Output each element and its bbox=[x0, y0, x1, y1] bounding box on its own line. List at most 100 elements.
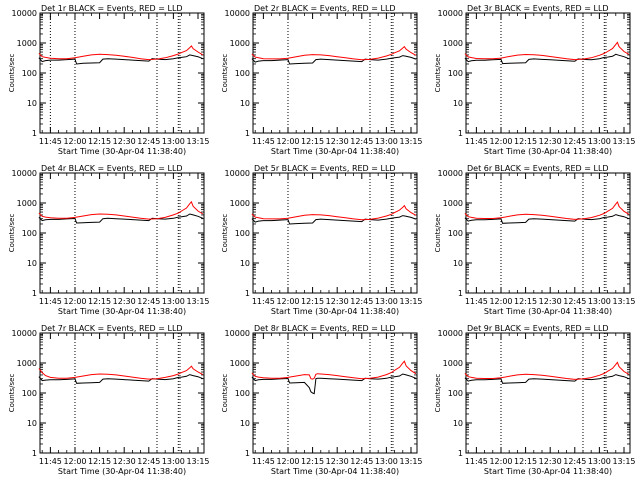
y-tick-label: 100 bbox=[448, 229, 463, 238]
series-line-lld bbox=[251, 45, 417, 61]
x-tick-label: 12:15 bbox=[514, 137, 537, 146]
y-tick-label: 1000 bbox=[17, 199, 37, 208]
chart-title: Det 6r BLACK = Events, RED = LLD bbox=[467, 164, 609, 173]
y-tick-label: 10 bbox=[240, 419, 250, 428]
x-tick-label: 12:00 bbox=[276, 297, 299, 306]
plot-frame bbox=[465, 332, 631, 454]
plot-frame bbox=[465, 12, 631, 134]
y-tick-label: 10 bbox=[27, 419, 37, 428]
x-axis-label: Start Time (30-Apr-04 11:38:40) bbox=[271, 147, 399, 156]
chart-title: Det 9r BLACK = Events, RED = LLD bbox=[467, 324, 609, 333]
y-tick-label: 100 bbox=[22, 229, 37, 238]
y-axis-label: Counts/sec bbox=[8, 214, 16, 253]
x-tick-label: 12:00 bbox=[63, 137, 86, 146]
y-tick-label: 10 bbox=[453, 419, 463, 428]
x-tick-label: 11:45 bbox=[39, 297, 62, 306]
series-line-lld bbox=[251, 360, 417, 380]
x-tick-label: 12:00 bbox=[276, 457, 299, 466]
x-tick-label: 13:00 bbox=[162, 457, 185, 466]
x-tick-label: 12:00 bbox=[489, 457, 512, 466]
chart-title: Det 8r BLACK = Events, RED = LLD bbox=[254, 324, 396, 333]
y-tick-label: 10 bbox=[240, 99, 250, 108]
x-axis-label: Start Time (30-Apr-04 11:38:40) bbox=[484, 307, 612, 316]
y-tick-label: 1000 bbox=[230, 359, 250, 368]
x-tick-label: 12:15 bbox=[514, 297, 537, 306]
y-tick-label: 1000 bbox=[230, 199, 250, 208]
y-tick-label: 1 bbox=[32, 449, 37, 458]
x-tick-label: 13:00 bbox=[375, 137, 398, 146]
x-tick-label: 11:45 bbox=[465, 297, 488, 306]
x-tick-label: 11:45 bbox=[252, 137, 275, 146]
y-tick-label: 10 bbox=[240, 259, 250, 268]
x-tick-label: 12:00 bbox=[63, 457, 86, 466]
x-tick-label: 12:30 bbox=[539, 137, 562, 146]
y-tick-label: 10000 bbox=[12, 329, 37, 338]
x-tick-label: 11:45 bbox=[465, 457, 488, 466]
x-tick-label: 13:15 bbox=[186, 297, 209, 306]
y-tick-label: 10000 bbox=[225, 9, 250, 18]
x-tick-label: 13:15 bbox=[612, 137, 635, 146]
x-tick-label: 11:45 bbox=[465, 137, 488, 146]
series-line-events bbox=[38, 213, 204, 224]
y-axis-label: Counts/sec bbox=[221, 214, 229, 253]
series-line-lld bbox=[38, 200, 204, 220]
x-tick-label: 12:30 bbox=[326, 457, 349, 466]
x-tick-label: 13:00 bbox=[588, 457, 611, 466]
x-tick-label: 13:15 bbox=[399, 457, 422, 466]
x-tick-label: 13:00 bbox=[375, 457, 398, 466]
x-tick-label: 12:00 bbox=[63, 297, 86, 306]
x-tick-label: 12:45 bbox=[350, 137, 373, 146]
x-tick-label: 11:45 bbox=[252, 457, 275, 466]
y-axis-label: Counts/sec bbox=[8, 374, 16, 413]
series-line-events bbox=[38, 54, 204, 65]
y-axis-label: Counts/sec bbox=[434, 214, 442, 253]
series-line-lld bbox=[464, 200, 630, 220]
x-tick-label: 12:15 bbox=[88, 297, 111, 306]
x-tick-label: 12:30 bbox=[326, 137, 349, 146]
x-tick-label: 11:45 bbox=[39, 137, 62, 146]
series-line-lld bbox=[38, 45, 204, 61]
y-tick-label: 100 bbox=[448, 69, 463, 78]
y-axis-label: Counts/sec bbox=[221, 374, 229, 413]
y-tick-label: 1 bbox=[245, 449, 250, 458]
x-tick-label: 12:00 bbox=[276, 137, 299, 146]
x-tick-label: 13:00 bbox=[588, 137, 611, 146]
x-tick-label: 12:30 bbox=[113, 457, 136, 466]
x-tick-label: 13:15 bbox=[186, 137, 209, 146]
plot-frame bbox=[465, 172, 631, 294]
plot-frame bbox=[252, 172, 418, 294]
y-tick-label: 100 bbox=[235, 389, 250, 398]
series-line-lld bbox=[464, 361, 630, 380]
x-tick-label: 13:15 bbox=[612, 457, 635, 466]
series-line-lld bbox=[464, 41, 630, 61]
x-tick-label: 12:30 bbox=[326, 297, 349, 306]
x-tick-label: 12:45 bbox=[563, 457, 586, 466]
series-line-events bbox=[464, 214, 630, 224]
x-tick-label: 13:00 bbox=[375, 297, 398, 306]
chart-title: Det 1r BLACK = Events, RED = LLD bbox=[41, 4, 183, 13]
x-tick-label: 11:45 bbox=[252, 297, 275, 306]
series-line-events bbox=[38, 374, 204, 384]
y-tick-label: 100 bbox=[22, 389, 37, 398]
y-tick-label: 1000 bbox=[17, 359, 37, 368]
chart-title: Det 5r BLACK = Events, RED = LLD bbox=[254, 164, 396, 173]
x-tick-label: 12:00 bbox=[489, 297, 512, 306]
x-tick-label: 13:00 bbox=[162, 137, 185, 146]
y-axis-label: Counts/sec bbox=[434, 54, 442, 93]
x-tick-label: 12:45 bbox=[563, 297, 586, 306]
y-tick-label: 10000 bbox=[225, 329, 250, 338]
series-line-lld bbox=[38, 365, 204, 380]
y-axis-label: Counts/sec bbox=[8, 54, 16, 93]
x-tick-label: 12:45 bbox=[563, 137, 586, 146]
y-tick-label: 100 bbox=[448, 389, 463, 398]
y-tick-label: 10 bbox=[27, 99, 37, 108]
y-tick-label: 10000 bbox=[12, 169, 37, 178]
y-tick-label: 10 bbox=[27, 259, 37, 268]
x-tick-label: 12:45 bbox=[137, 137, 160, 146]
x-tick-label: 12:15 bbox=[88, 457, 111, 466]
x-tick-label: 12:00 bbox=[489, 137, 512, 146]
chart-title: Det 3r BLACK = Events, RED = LLD bbox=[467, 4, 609, 13]
x-tick-label: 12:45 bbox=[350, 297, 373, 306]
series-line-events bbox=[251, 373, 417, 395]
